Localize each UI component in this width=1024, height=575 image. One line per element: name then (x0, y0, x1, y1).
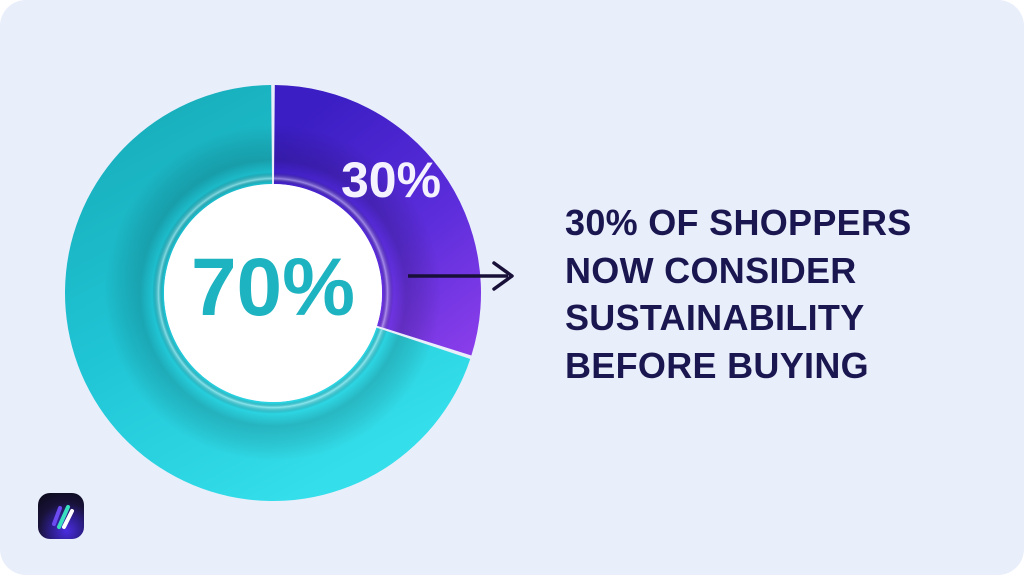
svg-text:30%: 30% (341, 152, 441, 208)
svg-text:70%: 70% (191, 242, 355, 333)
